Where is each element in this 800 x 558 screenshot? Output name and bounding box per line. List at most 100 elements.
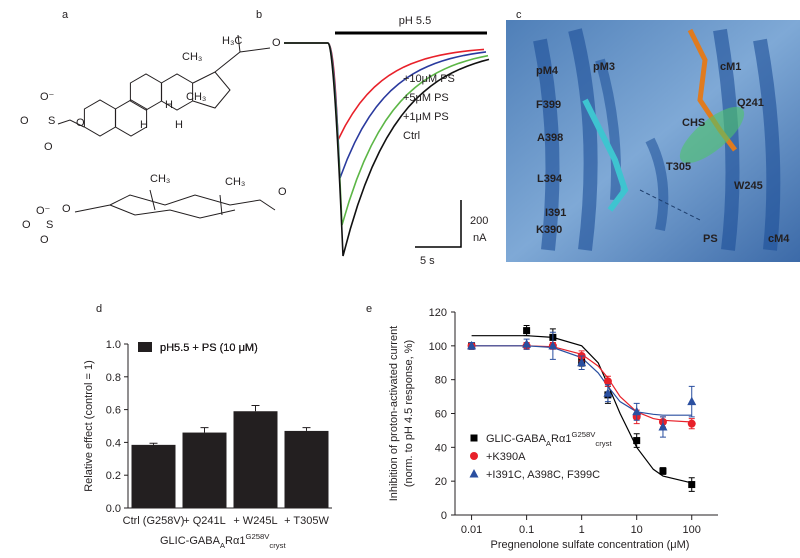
y-tick-label: 0.0: [106, 503, 121, 515]
marker: [687, 419, 696, 428]
atom-label: O: [20, 115, 29, 127]
text-part: GLIC-GABA: [160, 535, 221, 547]
residue-label: Q241: [737, 97, 764, 109]
legend-label: pH5.5 + PS (10 μM): [160, 342, 258, 354]
y-axis-label: Relative effect (control = 1): [83, 360, 95, 492]
atom-label: O: [40, 234, 49, 246]
marker: [469, 469, 479, 478]
helix: [533, 28, 781, 251]
marker: [632, 406, 642, 416]
marker: [658, 422, 668, 431]
atom-label: O: [22, 219, 31, 231]
legend-label: pH5.5 + PS (10 μM): [160, 342, 258, 354]
marker: [522, 339, 532, 348]
atom-label: O⁻: [40, 91, 55, 103]
y-tick-label: 0.2: [106, 470, 121, 482]
trace-legend: +1μM PS: [403, 111, 449, 123]
y-tick-label: 0: [441, 510, 447, 522]
bar: [182, 432, 227, 508]
text-part: GLIC-GABA: [486, 433, 547, 445]
marker: [470, 452, 478, 460]
error-bar: [302, 427, 311, 431]
scale-label: 5 s: [420, 255, 435, 267]
residue-label: CHS: [682, 117, 705, 129]
axis: [454, 312, 718, 516]
text-part: cryst: [269, 541, 286, 550]
atom-label: O: [44, 141, 53, 153]
condition-label: pH 5.5: [399, 15, 431, 27]
current-trace: [284, 42, 487, 179]
residue-label: pM3: [593, 61, 615, 73]
x-tick-label: 0.01: [461, 524, 482, 536]
residue-label: cM1: [720, 61, 741, 73]
scale-label: nA: [473, 232, 487, 244]
text-part: G258V: [571, 430, 596, 439]
text-part: G258V: [245, 532, 270, 541]
residue-label: L394: [537, 173, 563, 185]
text-part: A: [546, 439, 552, 448]
trace-legend: +10μM PS: [403, 73, 455, 85]
x-tick-label: + Q241L: [183, 515, 226, 527]
residue-label: T305: [666, 161, 691, 173]
panel-label: c: [516, 9, 522, 21]
y-tick-label: 1.0: [106, 339, 121, 351]
ps-molecule: [582, 98, 629, 212]
legend-swatch: [138, 342, 152, 352]
marker: [470, 434, 478, 442]
panel-label: b: [256, 9, 262, 21]
residue-label: pM4: [536, 65, 559, 77]
residue-label: W245: [734, 180, 763, 192]
atom-label: CH₃: [182, 51, 202, 63]
ring: [160, 73, 194, 111]
scale-label: 200: [470, 215, 488, 227]
x-tick-label: Ctrl (G258V): [123, 515, 185, 527]
bar: [284, 430, 329, 508]
x-axis-label: GLIC-GABAARα1G258Vcryst: [160, 532, 286, 550]
current-trace: [284, 42, 490, 257]
marker: [603, 377, 612, 386]
y-tick-label: 0.8: [106, 372, 121, 384]
trace-legend: Ctrl: [403, 130, 420, 142]
y-tick-label: 0.6: [106, 405, 121, 417]
residue-label: F399: [536, 99, 561, 111]
bar: [131, 444, 176, 508]
y-axis-label: (norm. to pH 4.5 response, %): [403, 340, 415, 487]
helix: [595, 58, 669, 231]
x-tick-label: 10: [631, 524, 643, 536]
bar: [233, 411, 278, 508]
atom-label: S: [48, 115, 55, 127]
marker: [659, 467, 667, 475]
residue-label: cM4: [768, 233, 790, 245]
ring: [129, 73, 163, 111]
error-bar: [251, 405, 260, 412]
legend-label: +K390A: [486, 451, 526, 463]
legend-label: pH5.5 + PS (10 μM): [160, 342, 258, 354]
x-tick-label: + T305W: [284, 515, 329, 527]
legend-label: +I391C, A398C, F399C: [486, 469, 600, 481]
atom-label: H: [175, 119, 183, 131]
ring: [114, 99, 148, 137]
x-tick-label: 0.1: [519, 524, 534, 536]
marker: [467, 340, 477, 350]
text-part: Rα1: [225, 535, 245, 547]
marker: [633, 437, 641, 445]
y-tick-label: 0.4: [106, 437, 121, 449]
y-tick-label: 120: [429, 307, 447, 319]
trace-legend: +5μM PS: [403, 92, 449, 104]
atom-label: H: [165, 99, 173, 111]
text-part: A: [220, 541, 226, 550]
atom-label: CH₃: [186, 91, 206, 103]
marker: [577, 357, 587, 367]
atom-label: O⁻: [36, 205, 51, 217]
atom-label: O: [278, 186, 287, 198]
x-tick-label: 1: [579, 524, 585, 536]
marker: [603, 388, 613, 397]
text-part: cryst: [595, 439, 612, 448]
text-part: Rα1: [551, 433, 571, 445]
residue-label: A398: [537, 132, 563, 144]
residue-label: PS: [703, 233, 718, 245]
panel-label: d: [96, 303, 102, 315]
atom-label: H: [140, 119, 148, 131]
scale-bar: [415, 200, 462, 248]
